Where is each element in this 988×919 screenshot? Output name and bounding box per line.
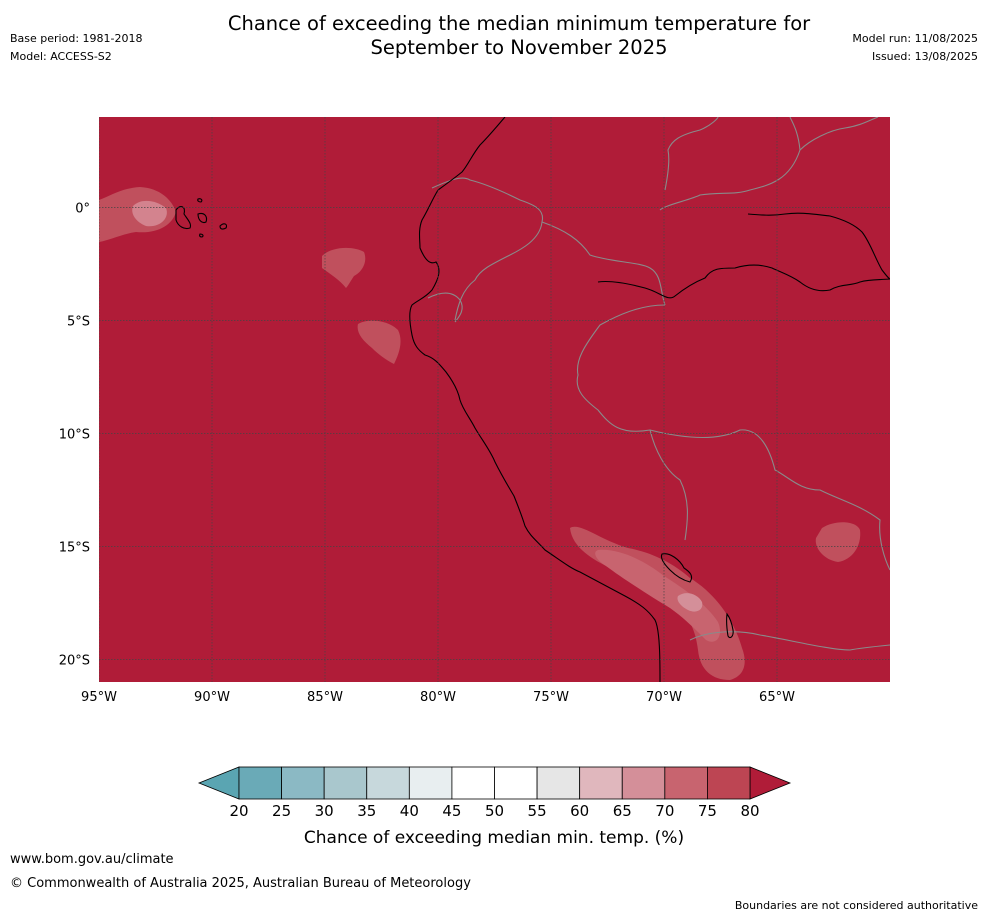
map-title-line2: September to November 2025 <box>370 36 668 59</box>
lon-tick-label: 90°W <box>194 690 230 705</box>
colorbar-segment <box>621 766 666 800</box>
coastline-amazon-river <box>597 264 890 299</box>
colorbar-tick-label: 50 <box>485 802 504 820</box>
longitude-labels: 95°W 90°W 85°W 80°W 75°W 70°W 65°W <box>81 690 795 705</box>
lat-tick-label: 20°S <box>59 653 90 668</box>
colorbar-tick-label: 35 <box>357 802 376 820</box>
lat-tick-label: 5°S <box>67 314 90 329</box>
colorbar-tick-label: 60 <box>570 802 589 820</box>
island-san-cristobal <box>219 223 228 230</box>
coastline-lake-titicaca <box>660 553 693 583</box>
colorbar-tick-label: 80 <box>740 802 759 820</box>
lon-tick-label: 65°W <box>759 690 795 705</box>
coastline-pacific <box>409 117 661 682</box>
colorbar-tick-label: 45 <box>442 802 461 820</box>
island-santa-cruz <box>197 212 208 224</box>
colorbar: 20 25 30 35 40 45 50 55 60 65 70 75 80 <box>197 766 792 820</box>
colorbar-tick-label: 65 <box>613 802 632 820</box>
colorbar-segment <box>281 766 325 800</box>
country-boundaries <box>427 117 890 651</box>
lon-tick-label: 80°W <box>420 690 456 705</box>
copyright-text: © Commonwealth of Australia 2025, Austra… <box>10 876 471 891</box>
anomaly-patch-offshore-north <box>322 247 366 288</box>
boundary-colombia-peru <box>541 221 666 306</box>
lat-tick-label: 0° <box>75 201 90 216</box>
boundary-note: Boundaries are not considered authoritat… <box>734 899 978 912</box>
lon-tick-label: 95°W <box>81 690 117 705</box>
latitude-labels: 0° 5°S 10°S 15°S 20°S <box>59 201 90 668</box>
lon-tick-label: 70°W <box>646 690 682 705</box>
colorbar-tick-label: 25 <box>272 802 291 820</box>
anomaly-patch-offshore-south <box>357 320 401 364</box>
boundary-peru-brazil <box>576 304 688 541</box>
colorbar-tick-label: 20 <box>229 802 248 820</box>
colorbar-segment <box>238 766 282 800</box>
lon-tick-label: 85°W <box>307 690 343 705</box>
colorbar-segment <box>579 766 623 800</box>
anomaly-patch-altiplano-inner <box>595 549 721 642</box>
colorbar-segment <box>707 766 751 800</box>
lon-tick-label: 75°W <box>533 690 569 705</box>
boundary-ecuador-peru <box>427 292 463 323</box>
colorbar-segment <box>408 766 453 800</box>
colorbar-tick-label: 75 <box>698 802 717 820</box>
model-text: Model: ACCESS-S2 <box>10 50 112 63</box>
colorbar-tick-label: 70 <box>655 802 674 820</box>
boundary-bolivia-brazil <box>649 429 890 571</box>
boundary-guyana <box>799 117 879 151</box>
colorbar-over-arrow <box>749 766 792 800</box>
probability-anomaly-patches <box>99 187 861 680</box>
colorbar-tick-label: 40 <box>400 802 419 820</box>
colorbar-segment <box>664 766 708 800</box>
island-isabela <box>175 205 192 230</box>
map-area <box>99 117 890 682</box>
header-meta-left: Base period: 1981-2018 Model: ACCESS-S2 <box>10 30 142 66</box>
colorbar-segment <box>451 766 495 800</box>
base-period-text: Base period: 1981-2018 <box>10 32 143 45</box>
colorbar-under-arrow <box>197 766 240 800</box>
anomaly-patch-galapagos-inner <box>132 200 167 227</box>
anomaly-patch-bolivia-east <box>815 522 861 562</box>
boundary-venezuela-brazil <box>659 117 801 211</box>
island-small <box>199 233 204 238</box>
boundary-colombia-venezuela <box>664 117 719 191</box>
colorbar-tick-label: 30 <box>315 802 334 820</box>
island-north <box>197 198 203 203</box>
colorbar-segment <box>366 766 410 800</box>
map-title-line1: Chance of exceeding the median minimum t… <box>227 12 811 35</box>
colorbar-label: Chance of exceeding median min. temp. (%… <box>304 828 684 848</box>
boundary-bolivia-south <box>689 631 890 651</box>
colorbar-segment <box>323 766 368 800</box>
coastlines <box>175 117 890 682</box>
graticule <box>99 117 890 682</box>
anomaly-patch-altiplano-core <box>677 593 703 612</box>
lat-tick-label: 10°S <box>59 427 90 442</box>
coastline-negro-river <box>747 212 890 280</box>
lat-tick-label: 15°S <box>59 540 90 555</box>
coastline-poopo <box>726 612 734 639</box>
colorbar-tick-label: 55 <box>528 802 547 820</box>
header-meta-right: Model run: 11/08/2025 Issued: 13/08/2025 <box>852 30 978 66</box>
colorbar-segment <box>536 766 581 800</box>
issued-text: Issued: 13/08/2025 <box>871 50 978 63</box>
website-link[interactable]: www.bom.gov.au/climate <box>10 852 174 867</box>
colorbar-segment <box>494 766 538 800</box>
map-title: Chance of exceeding the median minimum t… <box>169 12 869 60</box>
model-run-text: Model run: 11/08/2025 <box>852 32 978 45</box>
